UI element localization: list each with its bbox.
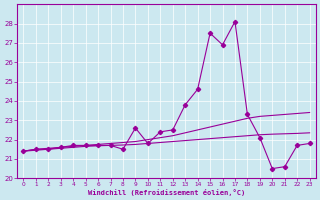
- X-axis label: Windchill (Refroidissement éolien,°C): Windchill (Refroidissement éolien,°C): [88, 189, 245, 196]
